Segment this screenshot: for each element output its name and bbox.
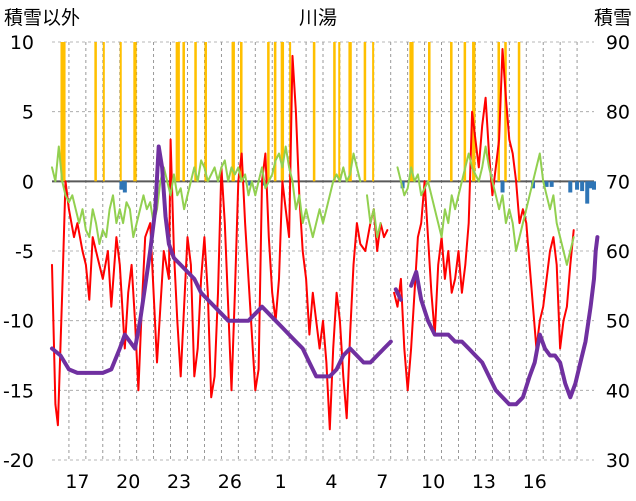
snowfall-bar xyxy=(497,42,500,182)
negative-bar xyxy=(549,181,554,187)
snowfall-bar xyxy=(60,42,66,182)
x-tick-label: 26 xyxy=(218,471,242,493)
snowfall-bar xyxy=(102,42,105,182)
snowfall-bar xyxy=(119,42,122,182)
series-line-1 xyxy=(393,48,575,392)
left-tick-label: -15 xyxy=(3,380,34,402)
snowfall-bar xyxy=(133,42,137,182)
series-line-0 xyxy=(51,54,389,431)
negative-bar xyxy=(122,181,127,193)
negative-bar xyxy=(568,181,573,193)
snowfall-bar xyxy=(463,42,467,182)
left-tick-label: -5 xyxy=(15,241,34,263)
right-tick-label: 80 xyxy=(606,102,630,124)
snowfall-bar xyxy=(94,42,97,182)
left-tick-label: -10 xyxy=(3,311,34,333)
snowfall-bar xyxy=(363,42,367,182)
chart-title: 川湯 xyxy=(299,7,337,29)
right-tick-label: 90 xyxy=(606,32,630,54)
right-tick-label: 40 xyxy=(606,380,630,402)
snowfall-bar xyxy=(289,42,292,182)
series-line-4 xyxy=(396,145,575,266)
snowfall-bar xyxy=(273,42,277,182)
right-tick-label: 60 xyxy=(606,241,630,263)
left-tick-label: 10 xyxy=(10,32,34,54)
negative-bar xyxy=(575,181,580,190)
x-tick-label: 1 xyxy=(275,471,287,493)
snowfall-bar xyxy=(338,42,341,182)
negative-bar xyxy=(585,181,590,204)
left-axis-label: 積雪以外 xyxy=(4,7,80,29)
snowfall-bars xyxy=(60,42,521,182)
series-line-5 xyxy=(50,144,393,379)
x-tick-label: 7 xyxy=(376,471,388,493)
snowfall-bar xyxy=(472,42,476,182)
negative-bar xyxy=(544,181,549,187)
series-line-7 xyxy=(409,235,600,407)
left-tick-label: -20 xyxy=(3,450,34,472)
x-tick-label: 17 xyxy=(65,471,89,493)
snowfall-bar xyxy=(504,42,507,182)
snowfall-bar xyxy=(280,42,285,182)
snowfall-bar xyxy=(182,42,185,182)
snowfall-bar xyxy=(450,42,453,182)
x-tick-label: 23 xyxy=(167,471,191,493)
series-line-3 xyxy=(366,194,382,239)
series-line-2 xyxy=(51,145,362,245)
left-tick-label: 0 xyxy=(22,171,34,193)
snowfall-bar xyxy=(175,42,180,182)
left-tick-label: 5 xyxy=(22,102,34,124)
right-tick-label: 70 xyxy=(606,171,630,193)
snowfall-bar xyxy=(348,42,352,182)
snowfall-bar xyxy=(194,42,197,182)
x-tick-label: 16 xyxy=(523,471,547,493)
right-tick-label: 50 xyxy=(606,311,630,333)
snowfall-bar xyxy=(428,42,431,182)
negative-bar xyxy=(588,181,593,189)
snowfall-bar xyxy=(231,42,235,182)
snowfall-bar xyxy=(204,42,207,182)
x-tick-label: 4 xyxy=(325,471,337,493)
negative-bar xyxy=(248,181,253,186)
snowfall-bar xyxy=(333,42,336,182)
snowfall-bar xyxy=(372,42,375,182)
negative-bar xyxy=(580,181,585,192)
series-lines xyxy=(50,48,600,431)
negative-bar xyxy=(500,181,505,193)
snowfall-bar xyxy=(267,42,270,182)
right-axis-label: 積雪 xyxy=(594,7,632,29)
negative-bar xyxy=(592,181,596,190)
x-tick-label: 20 xyxy=(116,471,140,493)
snowfall-bar xyxy=(517,42,521,182)
negative-bar xyxy=(119,181,124,190)
snowfall-bar xyxy=(409,42,414,182)
snowfall-bar xyxy=(312,42,316,182)
right-tick-label: 30 xyxy=(606,450,630,472)
series-line-6 xyxy=(393,287,403,302)
x-tick-label: 10 xyxy=(421,471,445,493)
x-tick-label: 13 xyxy=(472,471,496,493)
snowfall-bar xyxy=(240,42,243,182)
